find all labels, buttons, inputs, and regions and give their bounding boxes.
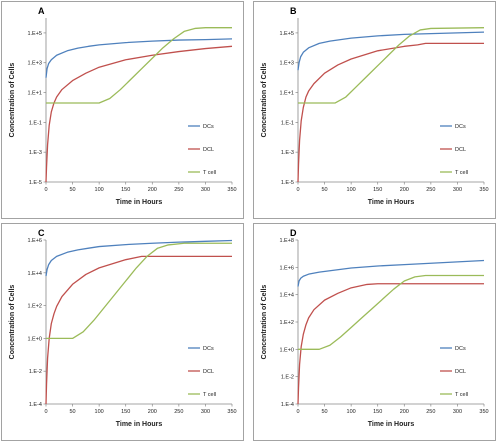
legend-label: DCs [203,346,214,352]
chart-panel-d: D 0 50 100 150 200 250 300 350 1.E-4 1.E-2 1.E+0 1.E… [253,223,496,441]
legend-label: DCL [455,369,466,375]
legend-label: T cell [455,170,468,176]
x-tick-label: 300 [453,187,462,193]
x-tick-label: 250 [174,409,183,415]
series-line-dcl [45,45,233,183]
x-tick-label: 150 [373,187,382,193]
x-tick-label: 300 [201,409,210,415]
legend-label: T cell [203,170,216,176]
panel-letter: A [38,6,45,16]
x-tick-label: 0 [296,187,299,193]
chart-panel-b: B 0 50 100 150 200 250 300 350 1.E-5 1.E-3 1.E-1 1.E… [253,1,496,219]
y-tick-label: 1.E-3 [281,150,294,156]
x-tick-label: 250 [426,409,435,415]
y-tick-label: 1.E-5 [281,180,294,186]
y-tick-label: 1.E+1 [27,91,42,97]
panel-letter: C [38,228,45,238]
y-tick-label: 1.E+5 [27,31,42,37]
x-tick-label: 200 [400,187,409,193]
y-tick-label: 1.E-4 [29,402,42,408]
x-tick-label: 350 [227,409,236,415]
y-tick-label: 1.E+2 [27,304,42,310]
y-tick-label: 1.E-1 [29,120,42,126]
x-tick-label: 0 [44,409,47,415]
x-tick-label: 300 [453,409,462,415]
y-tick-label: 1.E-2 [281,375,294,381]
y-axis-title: Concentration of Cells [261,63,268,138]
legend-label: DCs [203,124,214,130]
y-tick-label: 1.E+6 [279,265,294,271]
x-tick-label: 150 [373,409,382,415]
legend-label: T cell [455,392,468,398]
x-tick-label: 50 [70,409,76,415]
series-line-t-cell [46,27,232,104]
x-tick-label: 200 [148,187,157,193]
x-tick-label: 350 [479,409,488,415]
legend-label: DCL [203,147,214,153]
y-tick-label: 1.E+2 [279,320,294,326]
panel-letter: D [290,228,297,238]
series-line-dcs [297,31,485,71]
y-tick-label: 1.E+4 [27,271,42,277]
y-tick-label: 1.E+0 [279,347,294,353]
x-axis-title: Time in Hours [116,199,163,206]
series-line-dcl [297,42,484,183]
x-axis-title: Time in Hours [368,421,415,428]
series-line-dcl [45,255,232,405]
legend-label: DCs [455,346,466,352]
x-tick-label: 50 [322,409,328,415]
y-tick-label: 1.E-3 [29,150,42,156]
y-tick-label: 1.E+4 [279,293,294,299]
y-tick-label: 1.E+3 [279,61,294,67]
x-tick-label: 0 [44,187,47,193]
y-tick-label: 1.E-2 [29,369,42,375]
y-tick-label: 1.E+8 [279,238,294,244]
x-tick-label: 100 [95,187,104,193]
x-axis-title: Time in Hours [368,199,415,206]
series-line-dcs [45,239,233,277]
x-tick-label: 150 [121,187,130,193]
x-tick-label: 50 [70,187,76,193]
series-line-t-cell [298,274,484,350]
legend-label: DCL [203,369,214,375]
x-tick-label: 300 [201,187,210,193]
y-tick-label: 1.E+1 [279,91,294,97]
x-tick-label: 250 [174,187,183,193]
y-axis-title: Concentration of Cells [9,63,16,138]
series-line-t-cell [46,242,232,340]
y-axis-title: Concentration of Cells [261,285,268,360]
x-axis-title: Time in Hours [116,421,163,428]
y-tick-label: 1.E+5 [279,31,294,37]
panel-letter: B [290,6,297,16]
x-tick-label: 100 [347,187,356,193]
y-tick-label: 1.E-4 [281,402,294,408]
x-tick-label: 150 [121,409,130,415]
x-tick-label: 350 [479,187,488,193]
series-line-t-cell [298,27,485,104]
chart-panel-c: C 0 50 100 150 200 250 300 350 1.E-4 1.E-2 1.E+0 1.E… [1,223,244,441]
chart-panel-a: A 0 50 100 150 200 250 300 350 1.E-5 1.E-3 1.E-1 1.E… [1,1,244,219]
x-tick-label: 50 [322,187,328,193]
x-tick-label: 100 [95,409,104,415]
x-tick-label: 200 [400,409,409,415]
x-tick-label: 250 [426,187,435,193]
x-tick-label: 0 [296,409,299,415]
legend-label: DCs [455,124,466,130]
x-tick-label: 100 [347,409,356,415]
y-tick-label: 1.E+6 [27,238,42,244]
series-line-dcl [297,283,484,405]
legend-label: DCL [455,147,466,153]
x-tick-label: 200 [148,409,157,415]
y-tick-label: 1.E-5 [29,180,42,186]
y-tick-label: 1.E-1 [281,120,294,126]
y-tick-label: 1.E+0 [27,336,42,342]
series-line-dcs [45,38,233,78]
legend-label: T cell [203,392,216,398]
y-axis-title: Concentration of Cells [9,285,16,360]
y-tick-label: 1.E+3 [27,61,42,67]
x-tick-label: 350 [227,187,236,193]
series-line-dcs [297,259,485,287]
